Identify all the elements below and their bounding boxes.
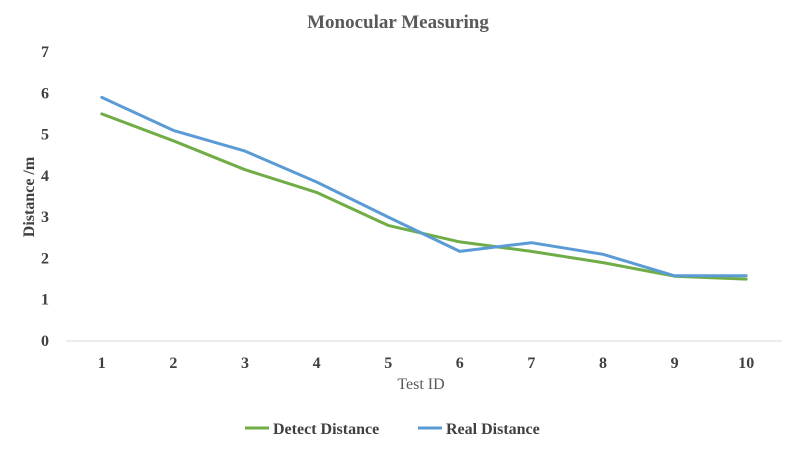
x-tick-label: 6 [456,355,464,372]
chart-title: Monocular Measuring [307,12,489,33]
x-tick-label: 7 [527,355,535,372]
x-tick-label: 4 [313,355,321,372]
y-tick-label: 1 [41,292,49,309]
y-tick-label: 0 [41,333,49,350]
x-tick-label: 8 [599,355,607,372]
legend: Detect Distance Real Distance [245,421,540,438]
y-axis-ticks: 0 1 2 3 4 5 6 7 [41,44,49,350]
y-tick-label: 6 [41,85,49,102]
x-tick-label: 9 [671,355,679,372]
legend-label: Real Distance [446,421,540,438]
y-tick-label: 3 [41,209,49,226]
legend-label: Detect Distance [273,421,379,438]
x-tick-label: 10 [738,355,754,372]
x-axis-ticks: 1 2 3 4 5 6 7 8 9 10 [98,355,754,372]
x-tick-label: 2 [169,355,177,372]
x-tick-label: 3 [241,355,249,372]
y-tick-label: 2 [41,250,49,267]
x-tick-label: 1 [98,355,106,372]
x-axis-label: Test ID [397,376,444,393]
x-tick-label: 5 [384,355,392,372]
series-lines [102,97,747,279]
y-tick-label: 7 [41,44,49,61]
y-tick-label: 4 [41,168,49,185]
series-line-real-distance [102,97,746,275]
y-tick-label: 5 [41,127,49,144]
y-axis-label: Distance /m [21,156,38,237]
